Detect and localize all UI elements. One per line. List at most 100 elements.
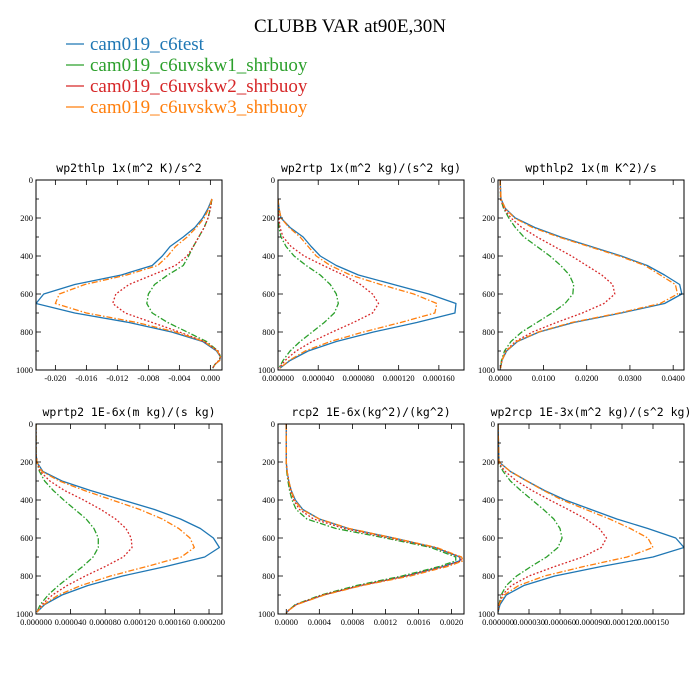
y-tick-label: 200 <box>262 213 275 223</box>
x-tick-label: 0.0008 <box>341 617 364 627</box>
series-group <box>285 424 464 614</box>
panel-title: wprtp2 1E-6x(m kg)/(s kg) <box>42 405 215 419</box>
series-line <box>499 180 575 369</box>
panels: wp2thlp 1x(m^2 K)/s^2 0 200 400 600 800 1000 -0… <box>16 161 691 627</box>
series-line <box>54 198 222 369</box>
chart-panel: wp2thlp 1x(m^2 K)/s^2 0 200 400 600 800 1000 -0… <box>16 161 223 383</box>
y-tick-label: 400 <box>482 495 495 505</box>
x-tick-label: 0.000120 <box>383 373 415 383</box>
x-tick-label: 0.0300 <box>618 373 641 383</box>
chart-panel: wprtp2 1E-6x(m kg)/(s kg) 0 200 400 600 800 10… <box>16 405 225 627</box>
panel-title: wpthlp2 1x(m K^2)/s <box>525 161 657 175</box>
legend-entry: cam019_c6uvskw2_shrbuoy <box>66 76 308 97</box>
chart-panel: wpthlp2 1x(m K^2)/s 0 200 400 600 800 10000.00… <box>478 161 685 383</box>
y-tick-label: 800 <box>20 571 33 581</box>
series-line <box>499 180 679 369</box>
x-tick-label: 0.000030 <box>513 617 545 627</box>
plot-frame <box>35 423 223 615</box>
y-tick-label: 400 <box>20 251 33 261</box>
series-line <box>498 424 684 613</box>
figure-title: CLUBB VAR at90E,30N <box>254 16 446 37</box>
x-tick-label: 0.000120 <box>606 617 638 627</box>
legend-label: cam019_c6uvskw3_shrbuoy <box>90 97 308 118</box>
series-line <box>285 424 464 614</box>
x-tick-label: 0.000160 <box>158 617 190 627</box>
x-tick-label: -0.004 <box>168 373 191 383</box>
x-tick-label: 0.0016 <box>407 617 430 627</box>
y-tick-label: 0 <box>491 175 495 185</box>
series-line <box>498 424 563 613</box>
x-tick-label: 0.000040 <box>55 617 87 627</box>
chart-panel: wp2rtp 1x(m^2 kg)/(s^2 kg) 0 200 400 600 800 1… <box>258 161 465 383</box>
legend: cam019_c6testcam019_c6uvskw1_shrbuoycam0… <box>66 34 308 118</box>
y-tick-label: 400 <box>262 495 275 505</box>
y-tick-label: 0 <box>271 175 275 185</box>
y-tick-label: 0 <box>491 419 495 429</box>
series-line <box>36 424 221 613</box>
y-tick-label: 0 <box>29 419 33 429</box>
x-tick-label: -0.020 <box>44 373 66 383</box>
legend-entry: cam019_c6uvskw3_shrbuoy <box>66 97 308 118</box>
x-tick-label: -0.008 <box>137 373 159 383</box>
series-line <box>36 424 99 613</box>
y-tick-label: 1000 <box>478 609 495 619</box>
panel-title: wp2thlp 1x(m^2 K)/s^2 <box>56 161 201 175</box>
series-line <box>499 180 616 369</box>
y-tick-label: 200 <box>262 457 275 467</box>
y-tick-label: 600 <box>20 533 33 543</box>
x-tick-label: 0.000040 <box>302 373 334 383</box>
series-group <box>498 424 684 613</box>
y-tick-label: 600 <box>262 289 275 299</box>
y-tick-label: 600 <box>262 533 275 543</box>
series-line <box>278 198 438 369</box>
x-tick-label: 0.0000 <box>488 373 511 383</box>
series-line <box>278 199 380 369</box>
y-tick-label: 1000 <box>258 609 275 619</box>
legend-label: cam019_c6test <box>90 34 205 55</box>
series-line <box>36 424 195 613</box>
series-group <box>278 198 457 369</box>
x-tick-label: 0.000150 <box>637 617 669 627</box>
x-tick-label: 0.0400 <box>661 373 684 383</box>
panel-title: wp2rtp 1x(m^2 kg)/(s^2 kg) <box>281 161 461 175</box>
x-tick-label: 0.000080 <box>342 373 374 383</box>
panel-title: rcp2 1E-6x(kg^2)/(kg^2) <box>291 405 450 419</box>
plot-frame <box>497 179 685 371</box>
panel-title: wp2rcp 1E-3x(m^2 kg)/(s^2 kg) <box>491 405 692 419</box>
series-line <box>285 424 463 614</box>
series-line <box>498 424 654 613</box>
x-tick-label: 0.000080 <box>89 617 121 627</box>
chart-panel: rcp2 1E-6x(kg^2)/(kg^2) 0 200 400 600 800 1000… <box>258 405 465 627</box>
x-tick-label: 0.0020 <box>440 617 463 627</box>
x-tick-label: 0.0200 <box>575 373 598 383</box>
x-tick-label: 0.000120 <box>124 617 156 627</box>
y-tick-label: 800 <box>20 327 33 337</box>
plot-frame <box>277 179 465 371</box>
series-group <box>36 198 222 369</box>
y-tick-label: 800 <box>262 327 275 337</box>
y-tick-label: 200 <box>482 213 495 223</box>
y-tick-label: 1000 <box>258 365 275 375</box>
x-tick-label: -0.012 <box>106 373 128 383</box>
x-tick-label: 0.000060 <box>544 617 576 627</box>
x-tick-label: 0.000000 <box>482 617 514 627</box>
series-line <box>112 198 222 369</box>
y-tick-label: 200 <box>482 457 495 467</box>
y-tick-label: 800 <box>482 571 495 581</box>
legend-label: cam019_c6uvskw2_shrbuoy <box>90 76 308 97</box>
x-tick-label: 0.000160 <box>423 373 455 383</box>
x-tick-label: 0.000 <box>201 373 220 383</box>
plot-frame <box>277 423 465 615</box>
x-tick-label: -0.016 <box>75 373 97 383</box>
series-line <box>278 198 457 369</box>
x-tick-label: 0.000000 <box>262 373 294 383</box>
y-tick-label: 200 <box>20 457 33 467</box>
series-line <box>36 198 222 369</box>
y-tick-label: 1000 <box>16 609 33 619</box>
y-tick-label: 600 <box>482 289 495 299</box>
y-tick-label: 600 <box>482 533 495 543</box>
series-line <box>499 180 683 369</box>
series-group <box>36 424 221 613</box>
series-line <box>146 198 222 369</box>
